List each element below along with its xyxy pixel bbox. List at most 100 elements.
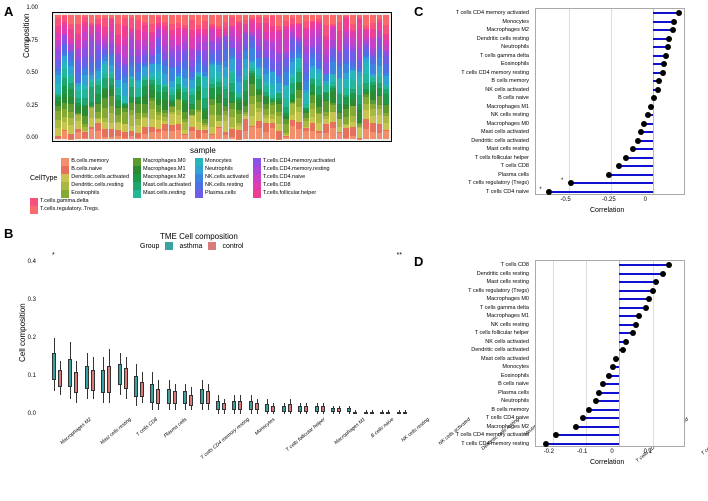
lollipop-row: Macrophages M1	[536, 103, 684, 112]
stacked-bar	[323, 15, 329, 139]
stacked-bar	[223, 15, 229, 139]
stacked-bar	[109, 15, 115, 139]
stacked-bar	[102, 15, 108, 139]
stacked-bar	[55, 15, 61, 139]
panel-a-legend: CellType B.cells.memoryB.cells.naive Dend…	[30, 158, 410, 214]
lollipop-row: B cells memory	[536, 77, 684, 86]
lollipop-row: T cells CD8	[536, 261, 684, 270]
lollipop-row: Plasma cells	[536, 171, 684, 180]
stacked-bar	[303, 15, 309, 139]
legend-item: Monocytes	[195, 158, 249, 166]
stacked-bar	[330, 15, 336, 139]
box-category	[345, 254, 360, 414]
lollipop-row: Mast cells resting	[536, 278, 684, 287]
stacked-bar	[350, 15, 356, 139]
box-category	[280, 254, 295, 414]
stacked-bar	[216, 15, 222, 139]
stacked-bar	[377, 15, 383, 139]
stacked-bar	[115, 15, 121, 139]
box-category: **	[395, 254, 410, 414]
stacked-bar	[68, 15, 74, 139]
box-category	[99, 254, 114, 414]
stacked-bar	[89, 15, 95, 139]
panel-a-legend-title: CellType	[30, 175, 57, 182]
lollipop-row: NK cells activated	[536, 86, 684, 95]
lollipop-row: Macrophages M0	[536, 120, 684, 129]
box-category	[214, 254, 229, 414]
lollipop-row: Dendritic cells resting	[536, 35, 684, 44]
panel-a-stacked-bar: Composition 0.000.250.500.751.00 sample …	[20, 8, 400, 218]
stacked-bar	[82, 15, 88, 139]
legend-item: Macrophages.M2	[133, 174, 191, 182]
lollipop-row: NK cells resting	[536, 111, 684, 120]
stacked-bar	[363, 15, 369, 139]
lollipop-row: Mast cells activated	[536, 128, 684, 137]
lollipop-row: Mast cells resting	[536, 145, 684, 154]
stacked-bar	[263, 15, 269, 139]
label-b: B	[4, 226, 13, 241]
legend-item: T.cells.follicular.helper	[253, 190, 335, 198]
stacked-bar	[337, 15, 343, 139]
stacked-bar	[129, 15, 135, 139]
lollipop-row: B cells naive	[536, 94, 684, 103]
stacked-bar	[316, 15, 322, 139]
stacked-bar	[249, 15, 255, 139]
legend-item: B.cells.naive	[61, 166, 129, 174]
stacked-bar	[95, 15, 101, 139]
legend-group: control	[222, 243, 243, 250]
lollipop-row: Plasma cells	[536, 389, 684, 398]
legend-item: T.cells.CD4.naive	[253, 174, 335, 182]
lollipop-row: Macrophages M1	[536, 312, 684, 321]
panel-a-xlabel: sample	[190, 146, 216, 155]
stacked-bar	[270, 15, 276, 139]
box-category	[329, 254, 344, 414]
stacked-bar	[122, 15, 128, 139]
legend-item: T.cells.CD8	[253, 182, 335, 190]
panel-c-lollipop: T cells CD4 memory activatedMonocytesMac…	[420, 8, 690, 238]
box-category	[116, 254, 131, 414]
stacked-bar	[142, 15, 148, 139]
box-category	[181, 254, 196, 414]
panel-b-boxes: ***	[50, 254, 410, 414]
stacked-bar	[383, 15, 389, 139]
box-category	[296, 254, 311, 414]
lollipop-row: Dendritic cells activated	[536, 346, 684, 355]
legend-item: B.cells.memory	[61, 158, 129, 166]
lollipop-row: Monocytes	[536, 18, 684, 27]
stacked-bar	[236, 15, 242, 139]
stacked-bar	[75, 15, 81, 139]
lollipop-row: NK cells activated	[536, 338, 684, 347]
stacked-bar	[196, 15, 202, 139]
label-a: A	[4, 4, 13, 19]
box-category	[362, 254, 377, 414]
panel-b-legend-label: Group	[140, 243, 159, 250]
panel-d-plot: T cells CD8Dendritic cells restingMast c…	[535, 260, 685, 447]
stacked-bar	[149, 15, 155, 139]
stacked-bar	[276, 15, 282, 139]
lollipop-row: Eosinophils	[536, 372, 684, 381]
stacked-bar	[370, 15, 376, 139]
stacked-bar	[62, 15, 68, 139]
lollipop-row: B cells naive	[536, 380, 684, 389]
legend-item: Dendritic.cells.resting	[61, 182, 129, 190]
panel-b-xticks: Macrophages M2Mast cells restingT cells …	[50, 416, 410, 422]
legend-item: Eosinophils	[61, 190, 129, 198]
lollipop-row: NK cells resting	[536, 321, 684, 330]
legend-item: NK.cells.resting	[195, 182, 249, 190]
lollipop-row: T cells CD4 naive	[536, 414, 684, 423]
stacked-bar	[176, 15, 182, 139]
lollipop-row: Macrophages M0	[536, 295, 684, 304]
box-category	[247, 254, 262, 414]
lollipop-row: B cells memory	[536, 406, 684, 415]
lollipop-row: Macrophages M2	[536, 26, 684, 35]
panel-b-ylabel: Cell composition	[18, 303, 27, 362]
lollipop-row: Mast cells activated	[536, 355, 684, 364]
legend-item: Mast.cells.resting	[133, 190, 191, 198]
panel-a-ylabel: Composition	[22, 14, 31, 58]
box-category	[165, 254, 180, 414]
panel-b-boxplot: TME Cell composition Group asthmacontrol…	[20, 232, 415, 492]
lollipop-row: T cells follicular helper	[536, 329, 684, 338]
panel-b-title: TME Cell composition	[160, 232, 238, 241]
panel-d-xlabel: Correlation	[590, 459, 624, 466]
lollipop-row: Dendritic cells resting	[536, 270, 684, 279]
